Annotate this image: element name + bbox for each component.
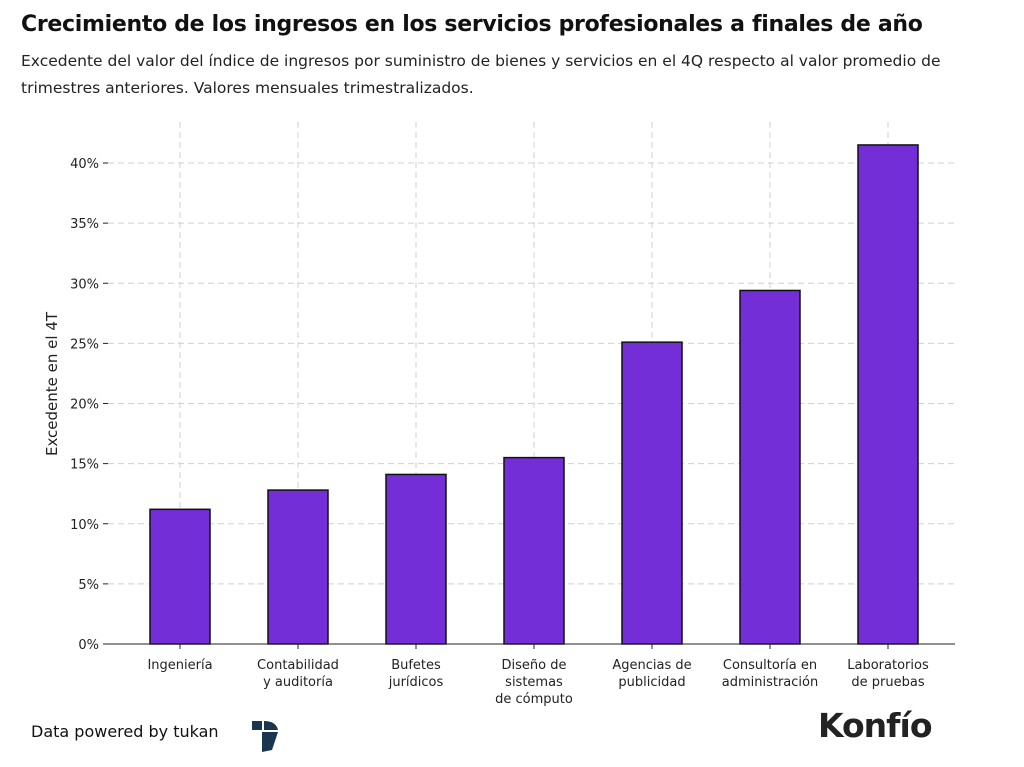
y-axis-label: Excedente en el 4T <box>43 311 61 456</box>
x-tick-label: jurídicos <box>388 675 444 690</box>
y-tick-label: 35% <box>70 217 99 232</box>
y-tick-label: 5% <box>78 578 99 593</box>
x-tick-label: Bufetes <box>391 658 441 673</box>
x-tick-label: Contabilidad <box>257 658 339 673</box>
tukan-logo-icon <box>252 721 278 752</box>
x-tick-label: Laboratorios <box>847 658 929 673</box>
x-tick-label: Agencias de <box>612 658 691 673</box>
bar <box>385 473 447 645</box>
bar <box>857 144 919 645</box>
x-tick-label: Diseño de <box>502 658 567 673</box>
x-tick-label: administración <box>722 675 818 690</box>
x-tick-label: y auditoría <box>263 675 333 690</box>
x-tick-label: publicidad <box>618 675 685 690</box>
y-tick-label: 10% <box>70 518 99 533</box>
x-tick-label: de pruebas <box>851 675 924 690</box>
y-tick-label: 15% <box>70 458 99 473</box>
x-tick-label: Consultoría en <box>723 658 817 673</box>
footer-credit: Data powered by tukan <box>31 722 219 741</box>
y-tick-label: 30% <box>70 277 99 292</box>
x-tick-label: sistemas <box>505 675 563 690</box>
chart-title: Crecimiento de los ingresos en los servi… <box>21 12 923 37</box>
x-tick-label: Ingeniería <box>147 658 212 673</box>
y-tick-label: 0% <box>78 638 99 653</box>
y-tick-label: 40% <box>70 157 99 172</box>
konfio-logo: Konfío <box>818 706 932 745</box>
y-tick-label: 25% <box>70 337 99 352</box>
y-tick-label: 20% <box>70 398 99 413</box>
bar <box>267 489 329 645</box>
bar <box>739 289 801 645</box>
chart-subtitle: Excedente del valor del índice de ingres… <box>21 52 941 97</box>
bar <box>621 341 683 645</box>
bar <box>503 456 565 645</box>
bar <box>149 508 211 645</box>
x-tick-label: de cómputo <box>495 692 573 707</box>
